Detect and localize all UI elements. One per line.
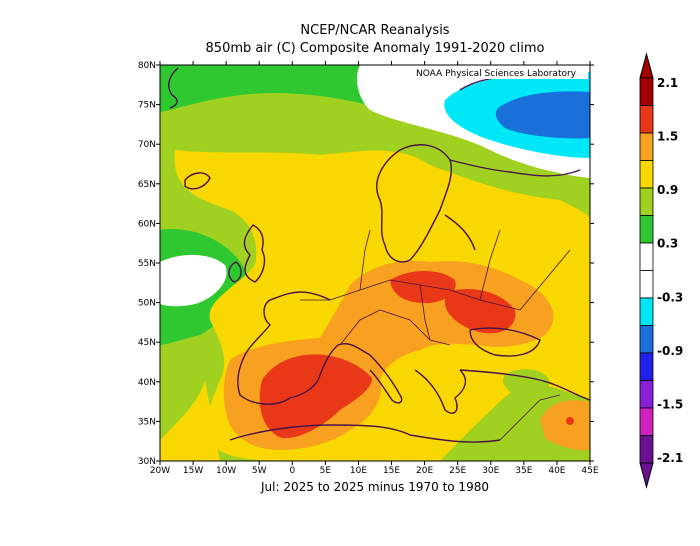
coast-greenland (168, 67, 179, 109)
coast-scandinavia (376, 144, 452, 263)
colorbar-label: 2.1 (657, 76, 678, 90)
colorbar-label: -2.1 (657, 451, 683, 465)
border-c (359, 229, 371, 291)
colorbar-label: 1.5 (657, 130, 678, 144)
field-blue (495, 91, 590, 139)
colorbar-swatch (639, 380, 654, 409)
lon-tick-label: 10E (350, 466, 367, 476)
colorbar-bottom-arrow (639, 462, 654, 489)
lat-tick-label: 45N (138, 338, 156, 348)
colorbar-label: -0.9 (657, 344, 683, 358)
lon-tick-label: 20W (150, 466, 170, 476)
anomaly-field (160, 65, 590, 461)
colorbar-swatch (639, 105, 654, 134)
colorbar-swatch (639, 297, 654, 326)
coast-italy (337, 343, 403, 404)
lat-tick-label: 75N (138, 101, 156, 111)
lon-tick-label: 15W (183, 466, 203, 476)
credit-box (404, 66, 588, 79)
field-yellowgreen-east (503, 369, 550, 397)
coast-north-africa (229, 424, 501, 443)
field-white-west (160, 254, 227, 307)
colorbar-swatch (639, 77, 654, 106)
lon-axis: 20W 15W 10W 5W 0 5E 10E 15E 20E 25E 30E 35E 40E 45E (150, 61, 599, 476)
lat-tick-label: 70N (138, 140, 156, 150)
lon-tick-label: 25E (449, 466, 466, 476)
colorbar-swatch (639, 352, 654, 381)
colorbar-swatch (639, 407, 654, 436)
border-e (479, 229, 501, 301)
chart-title: NCEP/NCAR Reanalysis (300, 23, 450, 38)
coast-britain (243, 224, 266, 283)
coast-black-sea (469, 327, 541, 357)
colorbar-swatch (639, 270, 654, 299)
credit-text: NOAA Physical Sciences Laboratory (416, 69, 577, 79)
border-f (519, 249, 571, 311)
colorbar: 2.1 1.5 0.9 0.3 -0.3 -0.9 -1.5 -2.1 (639, 52, 683, 489)
colorbar-swatch (639, 435, 654, 464)
colorbar-swatch (639, 215, 654, 244)
lat-tick-label: 30N (138, 457, 156, 467)
lon-tick-label: 0 (289, 466, 295, 476)
coastlines (168, 67, 590, 443)
coast-ireland (228, 261, 242, 283)
lon-tick-label: 5E (320, 466, 332, 476)
lat-tick-label: 80N (138, 61, 156, 71)
lon-tick-label: 5W (252, 466, 267, 476)
coast-russia-north (449, 159, 581, 177)
colorbar-label: -1.5 (657, 397, 683, 411)
lat-tick-label: 55N (138, 259, 156, 269)
lon-tick-label: 30E (482, 466, 499, 476)
colorbar-swatch (639, 187, 654, 216)
colorbar-label: -0.3 (657, 290, 683, 304)
lon-tick-label: 35E (515, 466, 532, 476)
coast-iceland (184, 172, 211, 190)
field-red-poland (390, 271, 456, 304)
colorbar-swatch (639, 160, 654, 189)
borders (300, 229, 571, 441)
lon-tick-label: 40E (548, 466, 565, 476)
lon-tick-label: 20E (416, 466, 433, 476)
colorbar-label: 0.3 (657, 237, 678, 251)
chart-subtitle: 850mb air (C) Composite Anomaly 1991-202… (205, 41, 545, 56)
lat-tick-label: 65N (138, 180, 156, 190)
lon-tick-label: 10W (216, 466, 236, 476)
field-red-iberia (259, 354, 372, 439)
border-b (339, 309, 451, 346)
lon-tick-label: 15E (383, 466, 400, 476)
lat-tick-label: 35N (138, 417, 156, 427)
coast-baltic (444, 214, 476, 251)
field-red-ukraine (445, 289, 516, 334)
border-a (300, 279, 521, 311)
lat-axis: 30N 35N 40N 45N 50N 55N 60N 65N 70N 75N 80N (138, 61, 594, 467)
border-g (499, 394, 561, 441)
border-d (419, 284, 431, 341)
colorbar-label: 0.9 (657, 183, 678, 197)
coast-turkey (459, 369, 590, 401)
colorbar-swatch (639, 325, 654, 354)
field-orange-se (540, 400, 590, 451)
colorbar-swatch (639, 242, 654, 271)
lat-tick-label: 60N (138, 219, 156, 229)
period-caption: Jul: 2025 to 2025 minus 1970 to 1980 (261, 480, 489, 494)
lon-tick-label: 45E (581, 466, 598, 476)
lat-tick-label: 40N (138, 378, 156, 388)
colorbar-top-arrow (639, 52, 654, 79)
lat-tick-label: 50N (138, 299, 156, 309)
field-yellow-sw (160, 380, 220, 461)
coast-balkans-greece (414, 369, 467, 414)
coast-france-iberia (237, 291, 339, 405)
field-red-east (566, 417, 574, 425)
colorbar-swatch (639, 132, 654, 161)
